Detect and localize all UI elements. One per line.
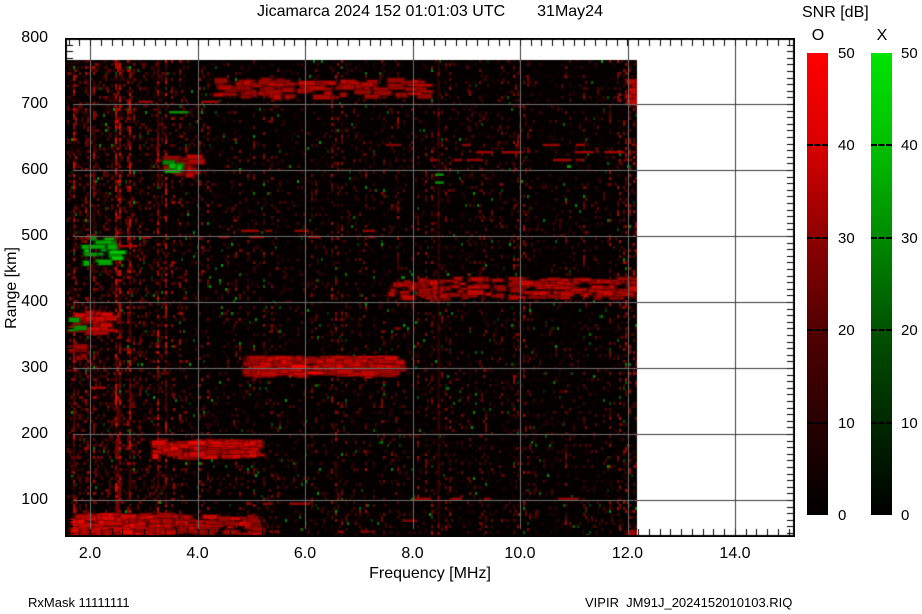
colorbar-tick-label: 40 xyxy=(901,137,918,155)
colorbar-tick-label: 0 xyxy=(901,507,910,524)
colorbar-tick-dash xyxy=(871,421,892,424)
colorbar-tick-dash xyxy=(871,236,892,239)
y-tick-label: 200 xyxy=(21,425,48,442)
y-tick-label: 800 xyxy=(21,29,48,46)
file-name-text: VIPIR JM91J_2024152010103.RIQ xyxy=(585,595,793,610)
y-tick-label: 100 xyxy=(21,491,48,508)
title-date: 31May24 xyxy=(537,3,603,20)
colorbar-tick-dash xyxy=(871,329,892,332)
x-tick-label: 14.0 xyxy=(719,545,751,562)
x-tick-label: 6.0 xyxy=(293,545,317,562)
colorbar-tick-label: 10 xyxy=(838,414,855,432)
colorbar-tick-label: 30 xyxy=(838,229,855,247)
colorbar-tick-dash xyxy=(807,144,828,147)
colorbar-tick-label: 10 xyxy=(901,414,918,432)
colorbar-tick-dash xyxy=(807,421,828,424)
colorbar-tick-label: 50 xyxy=(901,45,918,62)
x-tick-label: 12.0 xyxy=(611,545,644,562)
colorbar-title: SNR [dB] xyxy=(802,4,869,21)
rx-mask-text: RxMask 11111111 xyxy=(28,595,130,610)
colorbar-tick-label: 0 xyxy=(838,507,847,524)
x-tick-label: 2.0 xyxy=(78,545,102,562)
colorbar-tick-dash xyxy=(871,144,892,147)
title-text: Jicamarca 2024 152 01:01:03 UTC xyxy=(257,3,506,20)
x-tick-label: 8.0 xyxy=(401,545,424,562)
x-mode-colorbar xyxy=(871,53,892,515)
colorbar-tick-label: 20 xyxy=(901,322,918,340)
x-axis-label: Frequency [MHz] xyxy=(369,565,491,582)
colorbar-tick-label: 40 xyxy=(838,137,855,155)
colorbar-tick-dash xyxy=(807,236,828,239)
y-tick-label: 500 xyxy=(21,227,48,244)
ionogram-canvas xyxy=(65,38,795,537)
colorbar-tick-label: 30 xyxy=(901,229,918,247)
plot-title: Jicamarca 2024 152 01:01:03 UTC 31May24 xyxy=(65,3,795,21)
colorbar-tick-dash xyxy=(807,329,828,332)
y-tick-label: 700 xyxy=(21,95,48,112)
o-mode-label: O xyxy=(811,27,825,44)
y-tick-label: 400 xyxy=(21,293,48,310)
y-tick-label: 300 xyxy=(21,359,48,376)
x-mode-label: X xyxy=(876,27,888,44)
colorbar-tick-label: 50 xyxy=(838,45,855,62)
x-tick-label: 10.0 xyxy=(504,545,536,562)
y-tick-label: 600 xyxy=(21,161,48,178)
o-mode-colorbar xyxy=(807,53,828,515)
x-tick-label: 4.0 xyxy=(186,545,209,562)
colorbar-tick-label: 20 xyxy=(838,322,855,340)
y-axis-label: Range [km] xyxy=(3,247,20,329)
